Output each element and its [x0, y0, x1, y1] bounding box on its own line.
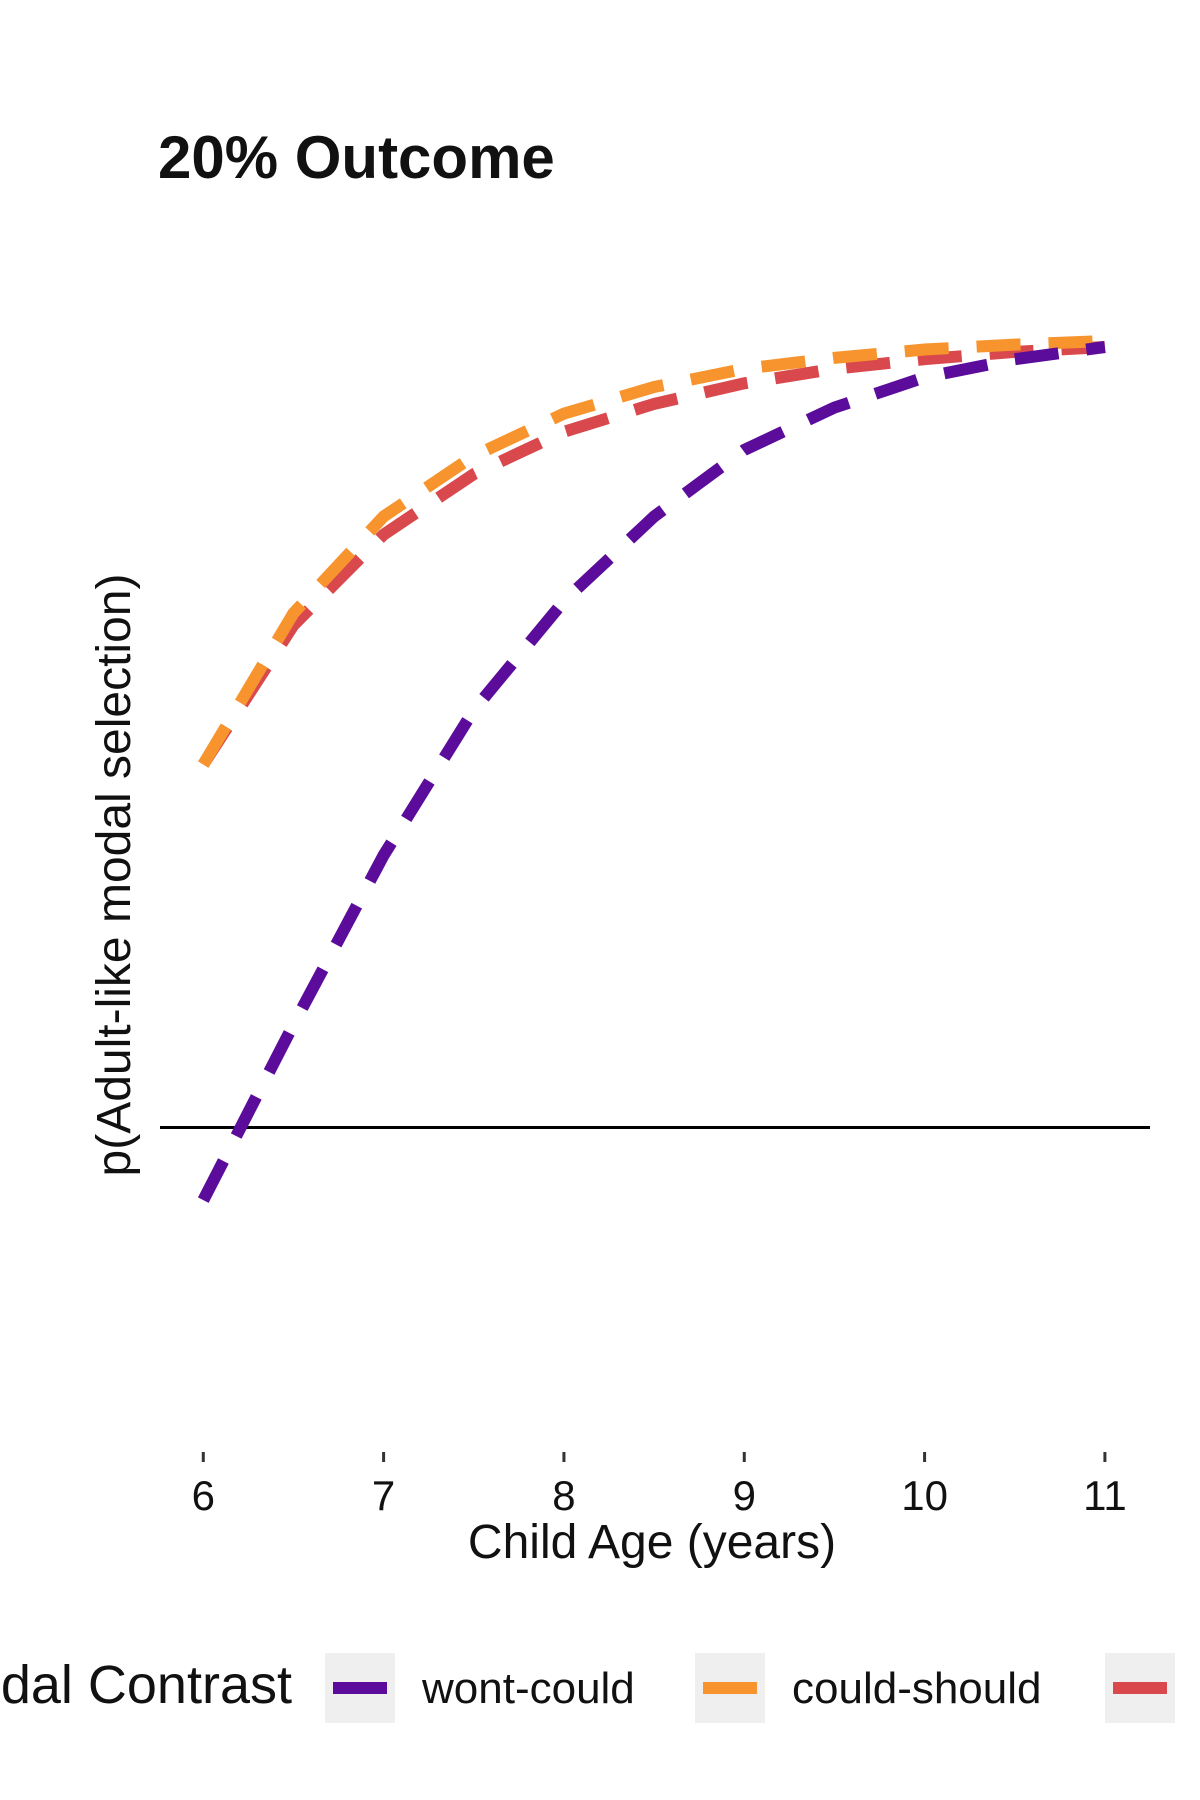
legend-items: wont-could could-should: [325, 1653, 1175, 1723]
x-axis: 6 7 8 9 10 11: [192, 1452, 1127, 1519]
legend-title: Modal Contrast: [0, 1655, 292, 1715]
series-line-series-3: [198, 341, 1106, 768]
x-axis-title: Child Age (years): [468, 1516, 836, 1569]
y-axis-title: p(Adult-like modal selection): [88, 574, 141, 1177]
x-tick-label: 8: [552, 1472, 575, 1519]
legend-key: [695, 1653, 765, 1723]
legend: Modal Contrast wont-could could-should: [0, 1653, 1175, 1723]
chart-title: 20% Outcome: [158, 124, 555, 191]
x-tick-label: 7: [372, 1472, 395, 1519]
x-tick-label: 9: [733, 1472, 756, 1519]
legend-key: [325, 1653, 395, 1723]
legend-label: could-should: [792, 1664, 1042, 1713]
x-tick-label: 6: [192, 1472, 215, 1519]
x-tick-label: 10: [901, 1472, 948, 1519]
x-tick-label: 11: [1083, 1472, 1127, 1519]
legend-label: wont-could: [421, 1664, 635, 1713]
legend-key: [1105, 1653, 1175, 1723]
series-line-could-should: [198, 335, 1106, 768]
series-line-wont-could: [197, 341, 1106, 1203]
series-layer: [197, 335, 1106, 1203]
